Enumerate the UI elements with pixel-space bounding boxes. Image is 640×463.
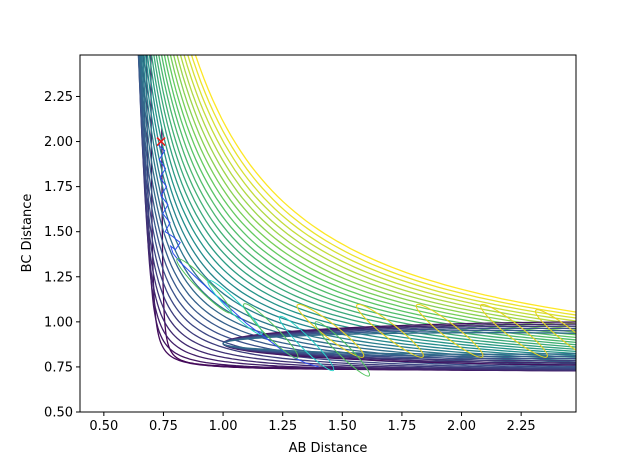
contour-line <box>150 55 576 371</box>
contour-line <box>140 55 576 372</box>
contour-line <box>148 55 576 353</box>
start-marker-stroke <box>156 137 166 147</box>
contour-line <box>179 55 576 325</box>
x-tick-label: 1.75 <box>387 419 416 434</box>
y-tick-label: 0.75 <box>44 360 73 375</box>
x-tick-label: 2.25 <box>507 419 536 434</box>
contour-line <box>160 55 576 341</box>
contour-line <box>153 55 576 348</box>
vibration-ellipse <box>534 309 576 364</box>
vibration-ellipses <box>296 303 576 364</box>
trajectory-loop <box>207 279 263 336</box>
y-tick-label: 1.00 <box>44 315 73 330</box>
trajectory-loop <box>278 315 335 372</box>
trajectory-path <box>158 144 371 377</box>
contour-line <box>172 55 576 331</box>
trajectory-loop <box>243 303 299 359</box>
contour-line <box>155 55 576 346</box>
contour-line <box>183 55 576 322</box>
contour-line <box>139 55 576 371</box>
y-tick-label: 1.75 <box>44 180 73 195</box>
contour-line <box>194 55 576 313</box>
x-tick-label: 2.00 <box>447 419 476 434</box>
x-tick-label: 1.25 <box>268 419 297 434</box>
contour-line <box>144 55 576 357</box>
vibration-ellipse <box>296 303 365 358</box>
contour-line <box>146 55 576 355</box>
contour-line <box>140 55 576 362</box>
contour-line <box>176 55 576 328</box>
contour-line <box>163 55 576 339</box>
y-axis-label: BC Distance <box>20 194 35 273</box>
x-tick-label: 0.50 <box>89 419 118 434</box>
contour-line <box>161 128 576 369</box>
contour-line <box>143 55 576 372</box>
contour-line <box>145 55 576 372</box>
trajectory-loop <box>314 321 371 377</box>
contour-line <box>190 55 576 316</box>
y-tick-label: 1.50 <box>44 225 73 240</box>
y-tick-label: 2.25 <box>44 90 73 105</box>
vibration-ellipse <box>356 303 424 358</box>
contour-well <box>222 332 576 355</box>
contour-line <box>141 55 576 360</box>
contour-line <box>169 55 576 333</box>
y-tick-label: 1.25 <box>44 270 73 285</box>
plot-frame <box>79 54 577 413</box>
contour-line <box>158 55 576 344</box>
contour-line <box>166 55 576 336</box>
trajectory-loop <box>176 258 232 314</box>
vibration-ellipse <box>480 303 548 358</box>
x-tick-label: 1.00 <box>209 419 238 434</box>
contour-line <box>187 55 576 319</box>
x-axis-label: AB Distance <box>289 441 368 456</box>
x-tick-label: 0.75 <box>149 419 178 434</box>
vibration-ellipse <box>415 303 484 358</box>
x-axis-ticks: 0.50 0.75 1.00 1.25 1.50 1.75 2.00 2.25 <box>89 412 536 434</box>
y-tick-label: 2.00 <box>44 135 73 150</box>
x-tick-label: 1.50 <box>328 419 357 434</box>
y-axis-ticks: 0.50 0.75 1.00 1.25 1.50 1.75 2.00 2.25 <box>44 90 80 421</box>
contour-line <box>150 55 576 350</box>
y-tick-label: 0.50 <box>44 406 73 421</box>
trajectory-line <box>158 144 319 368</box>
start-marker <box>156 137 166 147</box>
